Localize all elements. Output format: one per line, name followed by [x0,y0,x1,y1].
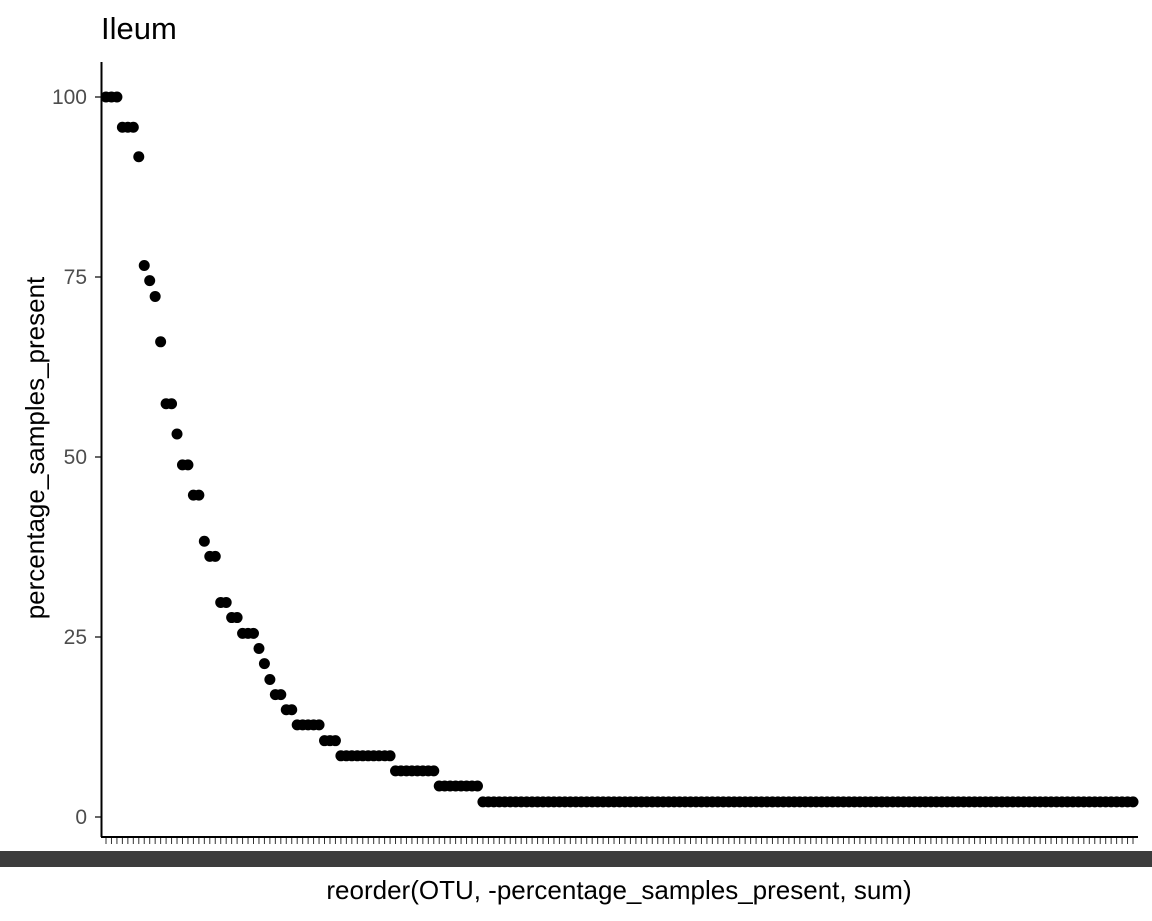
data-point [1127,796,1139,808]
data-point [286,704,298,716]
data-point [127,121,139,133]
y-tick-label-0: 0 [75,806,87,829]
data-point [198,535,210,547]
data-point [220,596,232,608]
data-point [313,719,325,731]
y-tick-label-50: 50 [64,446,87,469]
data-point [209,550,221,562]
data-point [384,750,396,762]
data-points [100,91,1139,808]
data-point [138,259,150,271]
y-axis-title: percentage_samples_present [20,276,50,619]
data-point [144,275,156,287]
data-point [155,336,167,348]
x-tick-label-band [0,851,1152,867]
data-point [133,151,145,163]
data-point [471,780,483,792]
data-point [171,428,183,440]
data-point [264,673,276,685]
y-tick-label-25: 25 [64,626,87,649]
data-point [258,658,270,670]
data-point [329,735,341,747]
data-point [193,489,205,501]
data-point [231,612,243,624]
data-point [428,765,440,777]
data-point [166,398,178,410]
chart-title: Ileum [101,11,177,46]
y-tick-label-75: 75 [64,266,87,289]
data-point [149,290,161,302]
y-tick-label-100: 100 [52,86,87,109]
data-point [275,689,287,701]
data-point [111,91,123,103]
y-axis-ticks: 0 25 50 75 100 [52,86,101,829]
data-point [182,459,194,471]
x-axis-ticks [105,838,1134,844]
data-point [247,627,259,639]
data-point [253,643,265,655]
x-axis-title: reorder(OTU, -percentage_samples_present… [326,875,911,905]
